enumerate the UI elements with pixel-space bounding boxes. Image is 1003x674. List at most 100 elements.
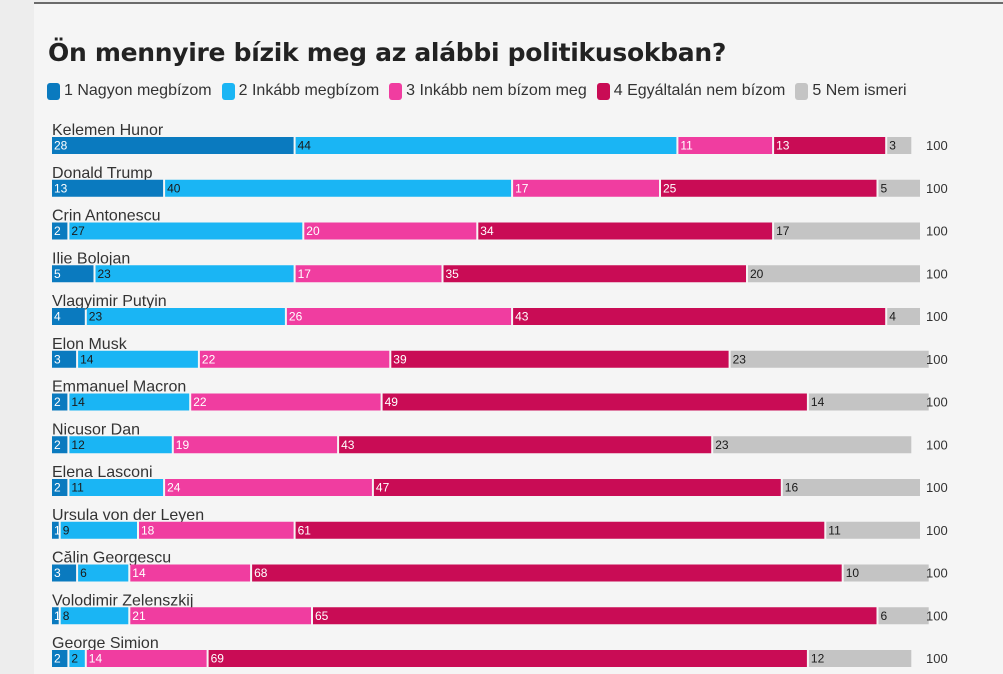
row-total-label: 100 (926, 138, 948, 153)
segment-value-label: 4 (889, 310, 896, 324)
row-label: Ursula von der Leyen (52, 507, 204, 524)
bar-segment-series-1 (52, 179, 164, 197)
bar-segment-series-5 (843, 564, 929, 582)
bar-segment-series-1 (52, 137, 294, 154)
segment-value-label: 20 (306, 224, 320, 238)
segment-value-label: 13 (776, 139, 790, 153)
bar-segment-series-1 (52, 436, 68, 454)
legend-item-2[interactable]: 2 Inkább megbízom (221, 82, 380, 100)
legend-item-3[interactable]: 3 Inkább nem bízom meg (389, 82, 587, 100)
bar-segment-series-3 (304, 222, 477, 240)
segment-value-label: 11 (828, 523, 841, 537)
row-label: George Simion (52, 635, 159, 652)
segment-value-label: 17 (298, 267, 312, 281)
bar-segment-series-3 (165, 479, 372, 496)
segment-value-label: 3 (54, 566, 61, 580)
segment-value-label: 3 (889, 139, 896, 153)
segment-value-label: 1 (54, 609, 61, 623)
bar-segment-series-4 (382, 393, 807, 411)
segment-value-label: 34 (480, 224, 494, 238)
legend-swatch-5 (795, 82, 809, 100)
bar-segment-series-1 (52, 222, 68, 240)
row-total-label: 100 (926, 608, 948, 623)
bar-segment-series-2 (69, 436, 172, 454)
segment-value-label: 40 (167, 181, 181, 195)
bar-segment-series-3 (199, 350, 390, 368)
bar-segment-series-4 (339, 436, 712, 454)
segment-value-label: 14 (132, 566, 146, 580)
legend-label-4: 4 Egyáltalán nem bízom (613, 82, 786, 99)
segment-value-label: 2 (54, 652, 61, 666)
segment-value-label: 35 (446, 267, 460, 281)
bar-segment-series-2 (295, 137, 677, 154)
segment-value-label: 2 (71, 652, 78, 666)
legend-item-1[interactable]: 1 Nagyon megbízom (47, 82, 212, 100)
row-label: Volodimir Zelenszkij (52, 592, 193, 609)
segment-value-label: 1 (54, 523, 61, 537)
segment-value-label: 14 (811, 395, 825, 409)
bar-segment-series-4 (295, 521, 825, 539)
legend-label-5: 5 Nem ismeri (812, 82, 907, 99)
segment-value-label: 17 (515, 181, 529, 195)
bar-segment-series-4 (774, 137, 886, 154)
segment-value-label: 27 (71, 224, 85, 238)
segment-value-label: 14 (71, 395, 85, 409)
segment-value-label: 5 (54, 267, 61, 281)
segment-value-label: 18 (141, 523, 155, 537)
segment-value-label: 8 (63, 609, 70, 623)
chart-title: Ön mennyire bízik meg az alábbi politiku… (48, 38, 727, 67)
bar-segment-series-3 (173, 436, 338, 454)
bar-segment-series-1 (52, 479, 68, 496)
row-total-label: 100 (926, 523, 948, 538)
bar-segment-series-2 (78, 564, 129, 582)
row-label: Crin Antonescu (52, 208, 161, 225)
segment-value-label: 12 (811, 652, 825, 666)
segment-value-label: 68 (254, 566, 268, 580)
segment-value-label: 5 (881, 181, 888, 195)
segment-value-label: 22 (202, 352, 216, 366)
segment-value-label: 39 (393, 352, 407, 366)
bar-segment-series-5 (748, 265, 920, 283)
bar-segment-series-3 (295, 265, 442, 283)
row-total-label: 100 (926, 266, 948, 281)
segment-value-label: 14 (89, 652, 103, 666)
segment-value-label: 47 (376, 481, 390, 495)
bar-segment-series-2 (165, 179, 512, 197)
segment-value-label: 2 (54, 481, 61, 495)
bar-segment-series-2 (86, 308, 285, 325)
legend-label-2: 2 Inkább megbízom (238, 82, 380, 99)
segment-value-label: 23 (715, 438, 729, 452)
segment-value-label: 12 (71, 438, 85, 452)
segment-value-label: 23 (98, 267, 112, 281)
legend-swatch-4 (596, 82, 610, 100)
bar-segment-series-4 (391, 350, 729, 368)
bar-segment-series-3 (130, 607, 311, 625)
legend-item-4[interactable]: 4 Egyáltalán nem bízom (596, 82, 786, 100)
bar-segment-series-1 (52, 265, 94, 283)
segment-value-label: 21 (132, 609, 146, 623)
bar-segment-series-2 (69, 222, 303, 240)
bar-segment-series-2 (69, 650, 85, 667)
row-label: Donald Trump (52, 165, 153, 182)
bar-segment-series-5 (808, 650, 912, 667)
row-total-label: 100 (926, 566, 948, 581)
row-total-label: 100 (926, 437, 948, 452)
bar-segment-series-4 (661, 179, 877, 197)
segment-value-label: 23 (733, 352, 747, 366)
segment-value-label: 20 (750, 267, 764, 281)
bar-segment-series-4 (313, 607, 877, 625)
segment-value-label: 22 (193, 395, 207, 409)
legend-item-5[interactable]: 5 Nem ismeri (795, 82, 907, 100)
row-total-label: 100 (926, 480, 948, 495)
chart-panel: Ön mennyire bízik meg az alábbi politiku… (34, 2, 1003, 674)
bar-segment-series-2 (60, 521, 138, 539)
segment-value-label: 19 (176, 438, 190, 452)
bar-segment-series-5 (826, 521, 920, 539)
bar-segment-series-4 (513, 308, 886, 325)
segment-value-label: 28 (54, 139, 68, 153)
bar-segment-series-4 (478, 222, 773, 240)
bar-segment-series-1 (52, 521, 59, 539)
bar-segment-series-3 (86, 650, 207, 667)
segment-value-label: 69 (211, 652, 225, 666)
